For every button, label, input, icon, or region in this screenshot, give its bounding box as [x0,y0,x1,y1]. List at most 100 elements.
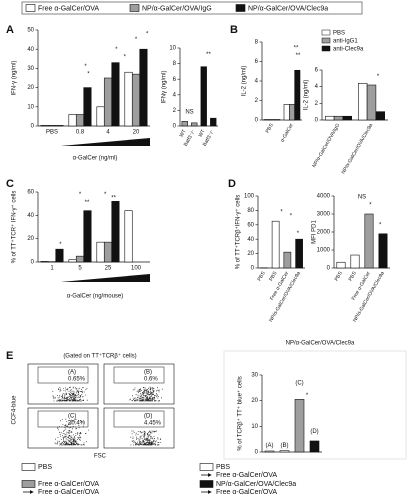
y-tick-label: 6 [173,77,177,83]
bar [124,71,133,127]
y-tick-label: 10 [251,424,258,430]
y-tick-label: 2 [173,108,177,114]
annotation: * [87,72,90,78]
y-axis-label: MFI PD1 [312,220,318,244]
x-tick-label: 0.8 [76,130,85,136]
x-tick-label: PBS [46,130,58,136]
y-axis-label: IFN-γ (ng/ml) [12,61,18,96]
bar [47,125,57,127]
legend-label: NP/α-GalCer/OVA/IgG [142,5,212,12]
panel-letter: D [228,178,236,190]
x-tick-label: 1 [50,266,54,272]
bar [289,104,295,121]
panel-letter: C [6,178,14,190]
y-tick-label: 1000 [317,248,331,254]
bar [103,241,113,263]
y-tick-label: 100 [244,194,255,200]
bar [366,84,377,121]
y-tick-label: 10 [27,104,34,110]
annotation: ** [296,53,301,59]
annotation: * [290,214,293,220]
annotation: * [84,64,87,70]
legend-label: NP/α-GalCer/OVA/Clec9a [248,5,328,12]
legend-label: anti-IgG1 [333,39,358,45]
flow-gate-label: (A) [68,370,76,376]
annotation: * [59,242,62,248]
panel-letter: B [230,24,238,36]
bar [139,48,148,127]
y-tick-label: 30 [251,373,258,379]
bar [40,125,49,127]
bar [68,114,77,127]
legend-label: PBS [38,464,52,471]
annotation: ** [206,52,211,58]
bar [40,261,49,263]
x-tick-label: WT [198,129,207,139]
x-axis-label: α-GalCer (ng/mouse) [67,294,123,300]
bar [111,62,120,127]
y-tick-label: 2 [315,101,319,107]
bar [375,111,385,121]
flow-dots [129,386,163,402]
legend-label: NP/α-GalCer/OVA/Clec9a [216,481,296,488]
legend-label: PBS [333,31,345,37]
flow-dots [52,386,88,402]
y-tick-label: 8 [255,40,259,46]
x-axis-label: NP/α-GalCer/OVA/Clec9a [286,341,355,347]
legend-label: Free α-GalCer/OVA [38,489,99,496]
flow-gate-label: (B) [144,370,152,376]
annotation: * [369,203,372,209]
bar [350,254,360,269]
annotation: * [104,192,107,198]
y-tick-label: 6 [315,68,319,74]
legend-label: Free α-GalCer/OVA [216,489,277,496]
y-axis-label: % of TT⁺TCR⁺ IFN-γ⁺ cells [11,191,18,264]
x-tick-label: PBS [257,270,268,282]
bar [55,248,64,263]
flow-percent: 0.65% [68,377,86,383]
y-tick-label: 50 [27,28,34,34]
flow-y-label: CCF4-blue [12,395,18,425]
y-tick-label: 40 [247,237,254,243]
legend-swatch [199,480,214,488]
x-tick-label: PBS [334,270,345,282]
y-tick-label: 4 [315,84,319,90]
flow-plot-frame [103,407,175,449]
y-tick-label: 0 [327,266,331,272]
flow-gate-label: (D) [144,414,152,420]
y-tick-label: 8 [173,61,177,67]
y-tick-label: 20 [27,236,34,242]
annotation: * [124,54,127,60]
bar [96,241,105,263]
y-tick-label: 40 [27,213,34,219]
x-tick-label: 100 [131,266,142,272]
bar [124,210,133,263]
annotation: * [306,393,309,399]
x-tick-label: α-GalCer [279,122,295,143]
bar [55,125,64,127]
bar [103,77,113,127]
bar [294,69,301,121]
flow-percent: 0.6% [144,377,158,383]
bar [283,251,292,269]
bar [378,233,388,269]
flow-percent: 20.4% [68,421,86,427]
bar [309,440,320,453]
bar [364,213,374,269]
y-tick-label: 80 [247,208,254,214]
bar [283,104,290,121]
x-tick-label: 20 [133,130,140,136]
annotation: (B) [281,443,289,449]
annotation: ** [85,200,90,206]
flow-title: (Gated on TT⁺TCRβ⁺ cells) [63,353,136,360]
y-tick-label: 0 [173,124,177,130]
y-axis-label: % of TCRβ⁺ TT⁺ blue⁺ cells [237,376,244,451]
flow-percent: 4.45% [144,421,162,427]
y-tick-label: 10 [169,46,176,52]
annotation: * [379,222,382,228]
y-tick-label: 0 [255,450,259,456]
legend-label: anti-Clec9a [333,47,364,53]
annotation: * [297,231,300,237]
